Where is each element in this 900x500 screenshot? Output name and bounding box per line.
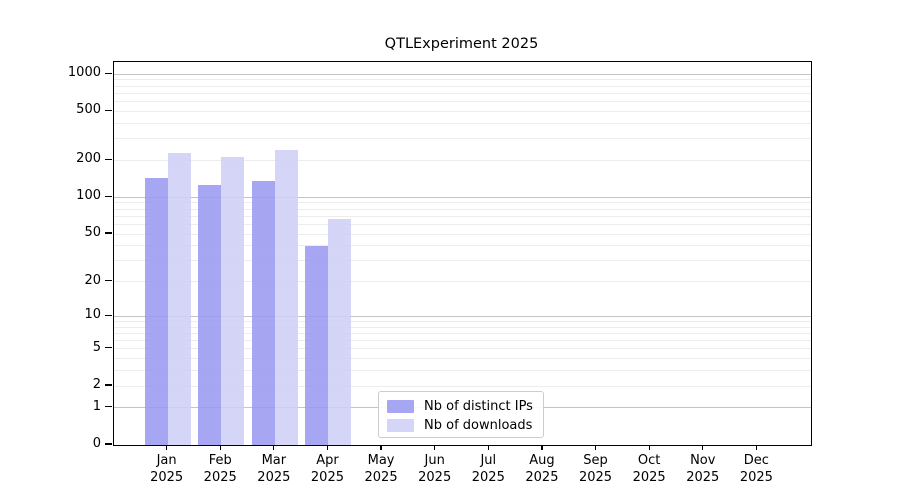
- gridline-minor: [114, 233, 811, 235]
- plot-area: [113, 61, 812, 446]
- x-tick-mark: [487, 445, 489, 450]
- gridline-minor: [114, 215, 811, 217]
- x-tick-label: May 2025: [364, 453, 398, 485]
- y-tick-mark: [105, 72, 112, 74]
- bar-distinct-ips: [144, 177, 168, 445]
- chart-title: QTLExperiment 2025: [384, 36, 539, 52]
- legend-item-distinct-ips: Nb of distinct IPs: [387, 398, 535, 415]
- x-tick-mark: [380, 445, 382, 450]
- bar-downloads: [328, 219, 352, 445]
- gridline-minor: [114, 85, 811, 87]
- gridline-minor: [114, 101, 811, 103]
- gridline-minor: [114, 348, 811, 350]
- x-tick-mark: [166, 445, 168, 450]
- y-tick-mark: [105, 195, 112, 197]
- gridline-minor: [114, 79, 811, 81]
- legend-label-downloads: Nb of downloads: [424, 418, 533, 433]
- gridline-minor: [114, 208, 811, 210]
- y-tick-label: 1000: [67, 65, 101, 81]
- gridline-minor: [114, 202, 811, 204]
- x-tick-mark: [541, 445, 543, 450]
- legend: Nb of distinct IPs Nb of downloads: [378, 391, 544, 438]
- x-tick-label: Feb 2025: [203, 453, 237, 485]
- x-tick-mark: [434, 445, 436, 450]
- gridline-minor: [114, 245, 811, 247]
- bar-downloads: [274, 150, 298, 445]
- gridline-major: [114, 73, 811, 75]
- gridline-minor: [114, 281, 811, 283]
- gridline-minor: [114, 326, 811, 328]
- gridline-minor: [114, 358, 811, 360]
- x-tick-label: Nov 2025: [686, 453, 720, 485]
- x-tick-label: Jun 2025: [418, 453, 452, 485]
- gridline-minor: [114, 223, 811, 225]
- gridline-minor: [114, 122, 811, 124]
- gridline-minor: [114, 385, 811, 387]
- y-tick-label: 10: [84, 307, 101, 323]
- legend-swatch-distinct-ips: [387, 400, 414, 413]
- x-tick-label: Jul 2025: [471, 453, 505, 485]
- y-tick-mark: [105, 314, 112, 316]
- gridline-minor: [114, 340, 811, 342]
- y-tick-mark: [105, 443, 112, 445]
- bar-distinct-ips: [198, 184, 222, 445]
- y-tick-mark: [105, 384, 112, 386]
- x-tick-mark: [755, 445, 757, 450]
- legend-swatch-downloads: [387, 419, 414, 432]
- x-tick-label: Apr 2025: [310, 453, 344, 485]
- x-tick-mark: [273, 445, 275, 450]
- x-tick-label: Mar 2025: [257, 453, 291, 485]
- bar-downloads: [167, 153, 191, 445]
- gridline-minor: [114, 332, 811, 334]
- y-tick-mark: [105, 109, 112, 112]
- x-tick-label: Aug 2025: [525, 453, 559, 485]
- gridline-major: [114, 196, 811, 198]
- gridline-minor: [114, 138, 811, 140]
- y-tick-mark: [105, 280, 112, 282]
- gridline-minor: [114, 260, 811, 262]
- gridline-minor: [114, 320, 811, 322]
- y-tick-label: 5: [92, 339, 101, 355]
- bar-downloads: [221, 157, 245, 445]
- y-tick-mark: [105, 158, 112, 161]
- x-tick-mark: [702, 445, 704, 450]
- y-tick-label: 20: [84, 272, 101, 288]
- x-tick-label: Sep 2025: [578, 453, 613, 485]
- y-tick-label: 1: [92, 398, 101, 414]
- gridline-minor: [114, 370, 811, 372]
- x-tick-mark: [648, 445, 650, 450]
- gridline-minor: [114, 92, 811, 94]
- y-tick-label: 500: [76, 102, 101, 118]
- gridline-minor: [114, 159, 811, 161]
- y-tick-label: 200: [76, 151, 101, 167]
- legend-label-distinct-ips: Nb of distinct IPs: [424, 399, 533, 414]
- x-tick-label: Dec 2025: [739, 453, 773, 485]
- y-tick-label: 2: [92, 377, 101, 393]
- legend-item-downloads: Nb of downloads: [387, 417, 535, 434]
- y-tick-label: 50: [84, 225, 101, 241]
- x-tick-label: Oct 2025: [632, 453, 666, 485]
- x-tick-label: Jan 2025: [150, 453, 184, 485]
- x-tick-mark: [219, 445, 221, 450]
- y-tick-label: 100: [76, 188, 101, 204]
- y-tick-mark: [105, 406, 112, 408]
- x-tick-mark: [326, 445, 329, 450]
- gridline-minor: [114, 110, 811, 112]
- gridline-major: [114, 315, 811, 317]
- y-tick-mark: [105, 232, 112, 234]
- y-tick-label: 0: [92, 436, 101, 451]
- x-tick-mark: [594, 445, 597, 450]
- bar-distinct-ips: [305, 245, 329, 445]
- bar-distinct-ips: [251, 180, 275, 445]
- y-tick-mark: [105, 347, 112, 349]
